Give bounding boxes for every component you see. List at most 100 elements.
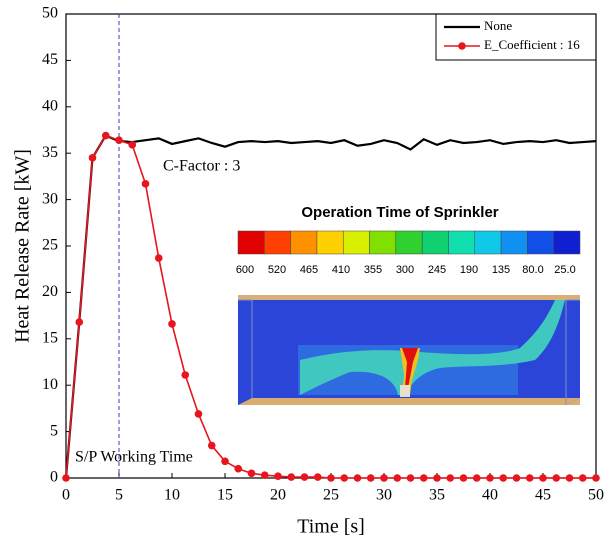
y-tick-label: 45	[42, 51, 58, 68]
series-marker	[62, 474, 70, 482]
series-marker	[101, 131, 110, 140]
y-tick-label: 10	[42, 376, 58, 393]
series-marker	[234, 464, 243, 473]
series-marker	[552, 474, 561, 482]
y-axis-label: Heat Release Rate [kW]	[12, 149, 34, 343]
x-tick-label: 20	[270, 487, 286, 504]
series-marker	[128, 141, 137, 149]
series-marker	[260, 471, 269, 480]
colorbar-label: 80.0	[522, 264, 543, 276]
series-marker	[181, 371, 190, 379]
series-marker	[154, 254, 163, 262]
series-marker	[472, 474, 481, 482]
legend	[435, 13, 597, 61]
series-marker	[115, 136, 123, 145]
x-tick-label: 25	[323, 487, 339, 504]
series-marker	[486, 474, 494, 482]
series-marker	[446, 474, 455, 482]
series-marker	[353, 474, 362, 482]
colorbar-label: 600	[236, 264, 254, 276]
series-marker	[512, 474, 521, 482]
series-marker	[565, 474, 574, 482]
series-marker	[313, 473, 322, 481]
legend-label: E_Coefficient : 16	[484, 37, 580, 52]
colorbar-label: 190	[460, 264, 478, 276]
series-marker	[75, 318, 84, 326]
legend-label: None	[484, 18, 512, 33]
colorbar-label: 520	[268, 264, 286, 276]
y-tick-label: 0	[50, 469, 58, 486]
colorbar-label: 25.0	[554, 264, 575, 276]
colorbar-cell	[369, 230, 397, 255]
colorbar-cell	[237, 230, 265, 255]
series-marker	[380, 474, 388, 482]
x-tick-label: 5	[115, 487, 123, 504]
colorbar-cell	[553, 230, 581, 255]
y-tick-label: 20	[42, 283, 58, 300]
colorbar-label: 465	[300, 264, 318, 276]
y-tick-label: 35	[42, 144, 58, 161]
series-marker	[525, 474, 534, 482]
x-tick-label: 30	[376, 487, 392, 504]
inset-image	[238, 295, 580, 405]
y-tick-label: 5	[50, 422, 58, 439]
y-tick-label: 50	[42, 5, 58, 22]
colorbar-cell	[448, 230, 476, 255]
y-tick-label: 40	[42, 97, 58, 114]
colorbar-label: 410	[332, 264, 350, 276]
series-marker	[141, 180, 150, 188]
series-marker	[592, 474, 600, 482]
colorbar-cell	[421, 230, 449, 255]
x-tick-label: 50	[588, 487, 604, 504]
colorbar-label: 300	[396, 264, 414, 276]
series-marker	[459, 474, 468, 482]
series-marker	[433, 474, 441, 482]
colorbar-label: 355	[364, 264, 382, 276]
y-tick-label: 15	[42, 329, 58, 346]
legend-marker	[458, 42, 466, 50]
series-marker	[207, 441, 216, 450]
series-marker	[539, 474, 547, 482]
series-marker	[287, 473, 296, 481]
series-marker	[221, 457, 229, 466]
floor-plane	[238, 398, 580, 405]
colorbar-cell	[474, 230, 502, 255]
x-tick-label: 0	[62, 487, 70, 504]
series-marker	[393, 474, 402, 482]
fire-core	[402, 348, 418, 388]
colorbar-cell	[316, 230, 344, 255]
series-marker	[168, 320, 176, 328]
series-marker	[300, 473, 309, 481]
colorbar-cell	[500, 230, 528, 255]
annotation: S/P Working Time	[75, 449, 193, 466]
colorbar-cell	[527, 230, 554, 255]
colorbar-cell	[264, 230, 291, 255]
series-marker	[419, 474, 428, 482]
burner	[400, 385, 410, 397]
x-axis-label: Time [s]	[297, 516, 365, 538]
colorbar-cell	[395, 230, 423, 255]
smoke	[300, 300, 565, 395]
x-tick-label: 40	[482, 487, 498, 504]
x-tick-label: 45	[535, 487, 551, 504]
series-marker	[247, 469, 256, 478]
domain-edge	[238, 299, 580, 405]
series-marker	[274, 472, 282, 480]
y-tick-label: 30	[42, 190, 58, 207]
x-tick-label: 15	[217, 487, 233, 504]
x-tick-label: 35	[429, 487, 445, 504]
x-tick-label: 10	[164, 487, 180, 504]
colorbar-cell	[290, 230, 318, 255]
colorbar-label: 245	[428, 264, 446, 276]
series-marker	[366, 474, 375, 482]
series-marker	[327, 474, 335, 482]
annotation: C-Factor : 3	[163, 158, 240, 175]
colorbar-label: 135	[492, 264, 510, 276]
series-marker	[194, 410, 203, 418]
series-marker	[340, 474, 349, 482]
inset-title: Operation Time of Sprinkler	[301, 204, 498, 221]
series-marker	[88, 154, 97, 162]
colorbar-cell	[342, 230, 370, 255]
